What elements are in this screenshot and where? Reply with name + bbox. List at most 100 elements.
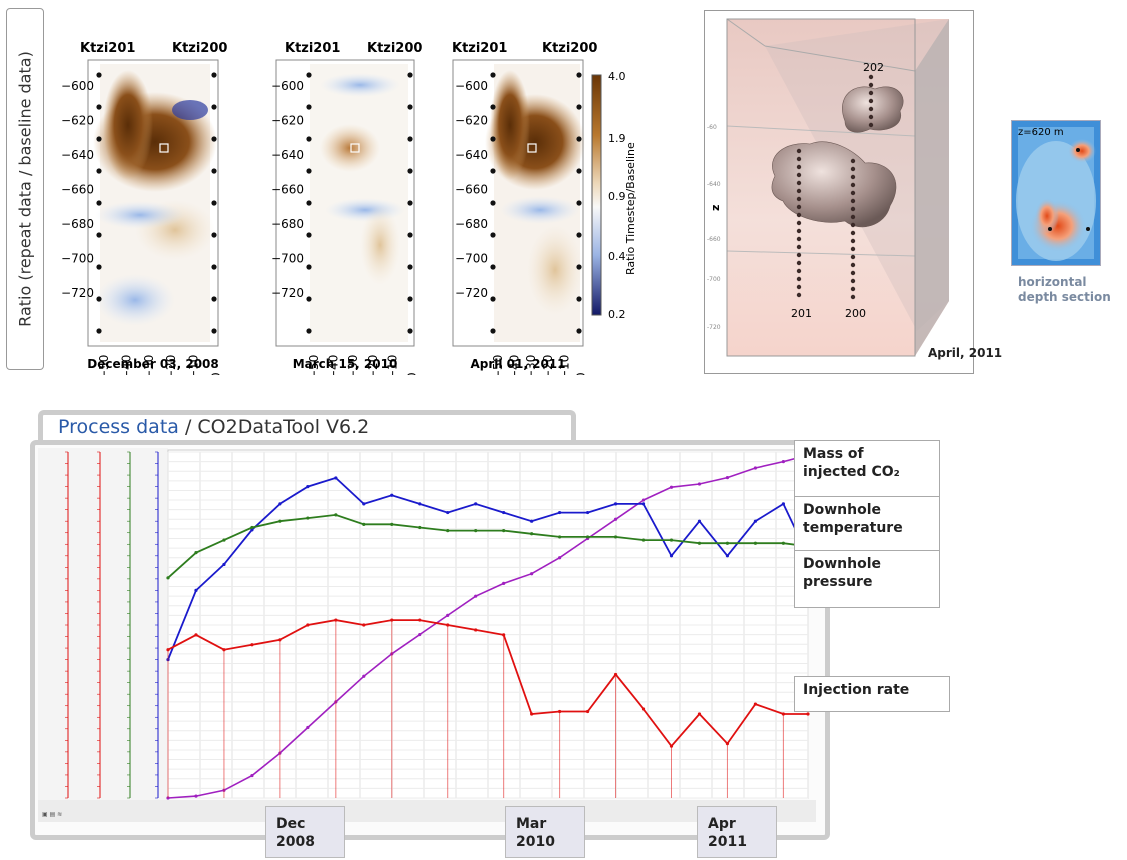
well-sensor-dot [490,328,496,334]
well-dot [868,82,874,88]
svg-text:-700: -700 [707,276,721,283]
well-dot [796,156,802,162]
well-sensor-dot [490,136,496,142]
series-point [418,502,422,506]
well-sensor-dot [490,72,496,78]
well-sensor-dot [490,232,496,238]
date-tab-mar-2010: Mar 2010 [505,806,585,858]
series-point [418,525,422,530]
well-sensor-dot [96,264,102,270]
heatmap-panels: Ktzi201 Ktzi200 Ktzi201 Ktzi200 Ktzi201 … [61,41,637,375]
date-tab-dec-2008: Dec 2008 [265,806,345,858]
series-point [306,516,310,520]
series-point [502,529,506,533]
well-sensor-dot [96,200,102,206]
grid [167,451,809,799]
well-sensor-dot [306,296,312,302]
well-dot [868,106,874,112]
well-dot [850,222,856,228]
well-dot [868,122,874,128]
heatmap-panel-2: Ktzi201 Ktzi200 [275,41,422,347]
well-dot [850,198,856,204]
process-data-title-part1: Process data [58,416,179,438]
series-point [781,541,785,545]
depth-tick: −720 [455,286,488,300]
depth-tick: −600 [271,79,304,93]
depth-tick: −640 [61,148,94,162]
well-dot [868,74,874,80]
series-point [697,541,702,545]
series-point [558,556,562,560]
well-sensor-dot [96,168,102,174]
well-sensor-dot [211,328,217,334]
well-dot [796,196,802,202]
well-dot [796,276,802,282]
heatmap-panel-1: Ktzi201 Ktzi200 [80,41,227,347]
series-point [362,522,366,526]
colorbar [591,74,602,316]
well-dot [850,166,856,172]
series-point [641,707,646,711]
legend-pressure-line2: pressure [803,574,873,590]
distance-tick: −30 [142,355,156,375]
svg-text:▣ ▤ ≋: ▣ ▤ ≋ [42,811,62,818]
model3d-axis-label: z [709,205,722,211]
legend-temperature: Downhole temperature [794,496,940,554]
depth-tick: −620 [271,114,304,128]
well-dot [850,254,856,260]
colorbar-tick-0: 4.0 [608,70,626,83]
series-point [446,510,450,515]
legend-injection: Injection rate [794,676,950,712]
well-sensor-dot [306,264,312,270]
svg-text:-640: -640 [707,181,721,188]
series-point [334,618,338,622]
colorbar-tick-3: 0.4 [608,250,626,263]
date-tab-2-line1: Mar [516,816,547,832]
well-sensor-dot [576,232,582,238]
well-sensor-dot [211,72,217,78]
well-dot [850,262,856,268]
series-point [558,510,562,515]
well-sensor-dot [306,72,312,78]
well-sensor-dot [576,72,582,78]
well-dot [850,182,856,188]
colorbar-title: Ratio Timestep/Baseline [624,142,637,275]
series-point [530,519,534,523]
well-sensor-dot [407,232,413,238]
process-data-title: Process data / CO2DataTool V6.2 [58,416,369,438]
distance-tick: −50 [97,355,111,375]
depth-tick: −720 [271,286,304,300]
well-sensor-dot [576,136,582,142]
series-point [641,538,646,542]
well-sensor-dot [490,264,496,270]
legend-pressure: Downhole pressure [794,550,940,608]
series-point [530,532,534,536]
series-point [278,519,282,523]
well-sensor-dot [407,296,413,302]
legend-temp-line2: temperature [803,520,903,536]
series-point [725,742,730,746]
series-point [250,643,254,647]
date-tab-3-line1: Apr [708,816,736,832]
series-point [222,562,226,567]
series-point [613,502,618,506]
process-data-title-sep: / [178,416,198,438]
well-sensor-dot [96,72,102,78]
series-point [697,519,702,523]
heatmap-axes: −600−620−640−660−680−700−720−50 −40 −30 −20… [61,72,588,375]
colorbar-tick-1: 1.9 [608,132,626,145]
depth-tick: −600 [61,79,94,93]
panel-2-well-left: Ktzi201 [285,41,340,56]
series-point [194,588,198,592]
series-point [418,633,422,637]
series-point [306,725,310,730]
well-201-label: 201 [791,307,812,320]
panel-3-well-right: Ktzi200 [542,41,597,56]
well-dot [796,180,802,186]
date-tab-1-line1: Dec [276,816,306,832]
well-200-label: 200 [845,307,866,320]
series-point [725,541,730,545]
distance-tick: −50 [491,355,505,375]
series-point [669,554,674,558]
distance-tick: −40 [119,355,133,375]
